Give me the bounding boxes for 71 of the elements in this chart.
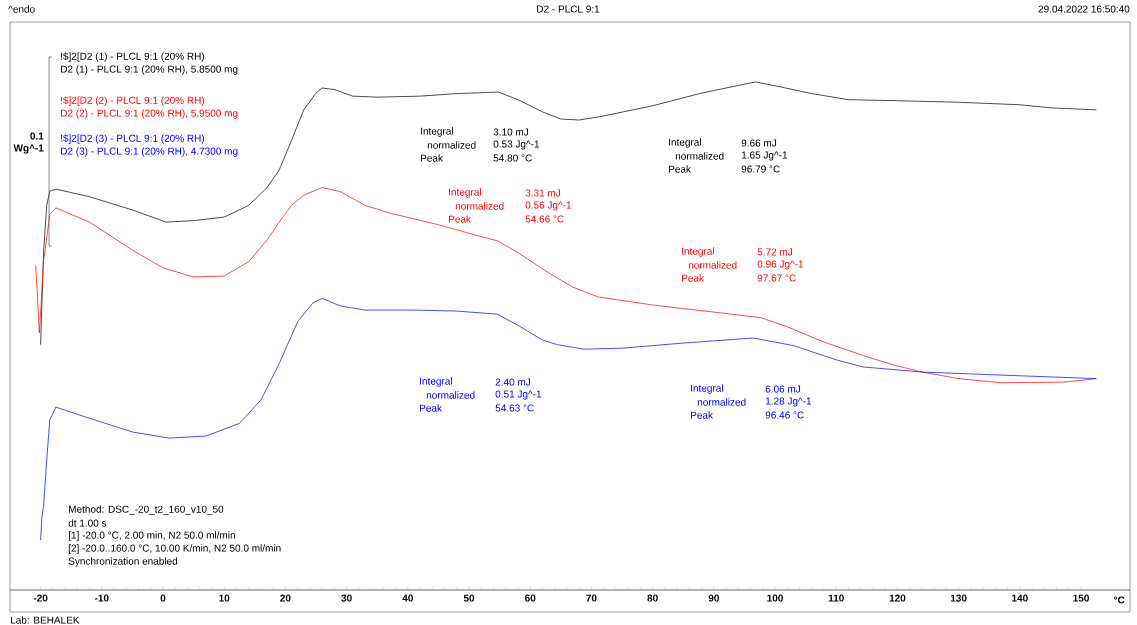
chart-title: D2 - PLCL 9:1 <box>537 5 600 13</box>
x-tick-label: -10 <box>94 594 109 602</box>
annotation: 54.66 °C <box>525 215 564 223</box>
x-tick-label: 130 <box>950 594 967 602</box>
annotation: normalized <box>426 391 475 399</box>
x-tick-label: 140 <box>1012 594 1028 602</box>
annotation: 0.53 Jg^-1 <box>493 140 540 150</box>
text: !$]2[D2 (1) - PLCL 9:1 (20% RH) <box>61 52 205 62</box>
x-axis-title: °C <box>1114 596 1125 604</box>
annotation: Integral <box>421 127 453 137</box>
annotation: Integral <box>449 188 481 198</box>
x-tick-label: -20 <box>33 594 48 602</box>
annotation: Integral <box>682 247 714 257</box>
annotation: 54.63 °C <box>495 404 534 412</box>
annotation: Synchronization enabled <box>68 557 178 567</box>
annotation: 97.67 °C <box>757 274 796 282</box>
annotation: normalized <box>455 202 504 210</box>
annotation: Peak <box>682 274 705 282</box>
annotation: 96.46 °C <box>765 411 804 419</box>
annotation: [1] -20.0 °C, 2.00 min, N2 50.0 ml/min <box>68 531 235 541</box>
annotation: normalized <box>675 152 724 160</box>
annotation: Peak <box>421 154 444 162</box>
annotation: 3.31 mJ <box>525 189 561 197</box>
x-tick-label: 150 <box>1073 594 1089 602</box>
x-tick-label: 0 <box>160 594 166 602</box>
annotation: 1.65 Jg^-1 <box>741 151 788 161</box>
annotation: Peak <box>449 215 472 223</box>
annotation: normalized <box>427 141 476 149</box>
annotation: Peak <box>669 165 692 173</box>
x-tick-label: 30 <box>341 594 352 602</box>
text: D2 (2) - PLCL 9:1 (20% RH), 5.9500 mg <box>61 109 238 119</box>
annotation: 96.79 °C <box>741 165 780 173</box>
annotation: !$]2[D2 (3) - PLCL 9:1 (20% RH) <box>61 134 205 144</box>
annotation: Method: DSC_-20_t2_160_v10_50 <box>69 505 224 515</box>
annotation: Peak <box>420 404 443 412</box>
annotation: Integral <box>420 377 452 387</box>
annotation: 9.66 mJ <box>741 139 777 147</box>
annotation: 1.28 Jg^-1 <box>765 397 812 407</box>
text: Lab: BEHALEK <box>11 616 80 624</box>
annotation: 0.96 Jg^-1 <box>757 260 804 270</box>
annotation: 6.06 mJ <box>765 385 801 393</box>
annotation: Peak <box>691 411 714 419</box>
x-tick-label: 10 <box>219 594 230 602</box>
annotation: 2.40 mJ <box>495 378 531 386</box>
text: 29.04.2022 16:50:40 <box>1038 5 1130 13</box>
x-tick-label: 110 <box>828 594 844 602</box>
x-tick-label: 90 <box>708 594 719 602</box>
x-tick-label: 40 <box>402 594 413 602</box>
annotation: normalized <box>688 261 737 269</box>
text: D2 (1) - PLCL 9:1 (20% RH), 5.8500 mg <box>61 65 238 75</box>
annotation: 5.72 mJ <box>757 248 793 256</box>
annotation: [2] -20.0..160.0 °C, 10.00 K/min, N2 50.0 ml/min <box>68 544 281 554</box>
x-tick-label: 70 <box>586 594 597 602</box>
annotation: normalized <box>697 398 746 406</box>
x-tick-label: 80 <box>647 594 658 602</box>
y-axis-title: 0.1 Wg^-1 <box>13 132 44 154</box>
annotation: dt 1.00 s <box>68 519 107 527</box>
annotation: Integral <box>691 384 723 394</box>
x-tick-label: 20 <box>280 594 291 602</box>
annotation: 0.56 Jg^-1 <box>525 201 572 211</box>
annotation: Integral <box>669 138 701 148</box>
annotation: 3.10 mJ <box>493 128 529 136</box>
text: D2 (3) - PLCL 9:1 (20% RH), 4.7300 mg <box>61 147 238 157</box>
text: ^endo <box>8 5 35 13</box>
x-tick-label: 120 <box>889 594 906 602</box>
annotation: !$]2[D2 (2) - PLCL 9:1 (20% RH) <box>61 96 205 106</box>
annotation: 54.80 °C <box>493 154 532 162</box>
x-tick-label: 60 <box>525 594 536 602</box>
x-tick-label: 100 <box>767 594 783 602</box>
x-tick-label: 50 <box>463 594 475 602</box>
annotation: 0.51 Jg^-1 <box>495 390 542 400</box>
